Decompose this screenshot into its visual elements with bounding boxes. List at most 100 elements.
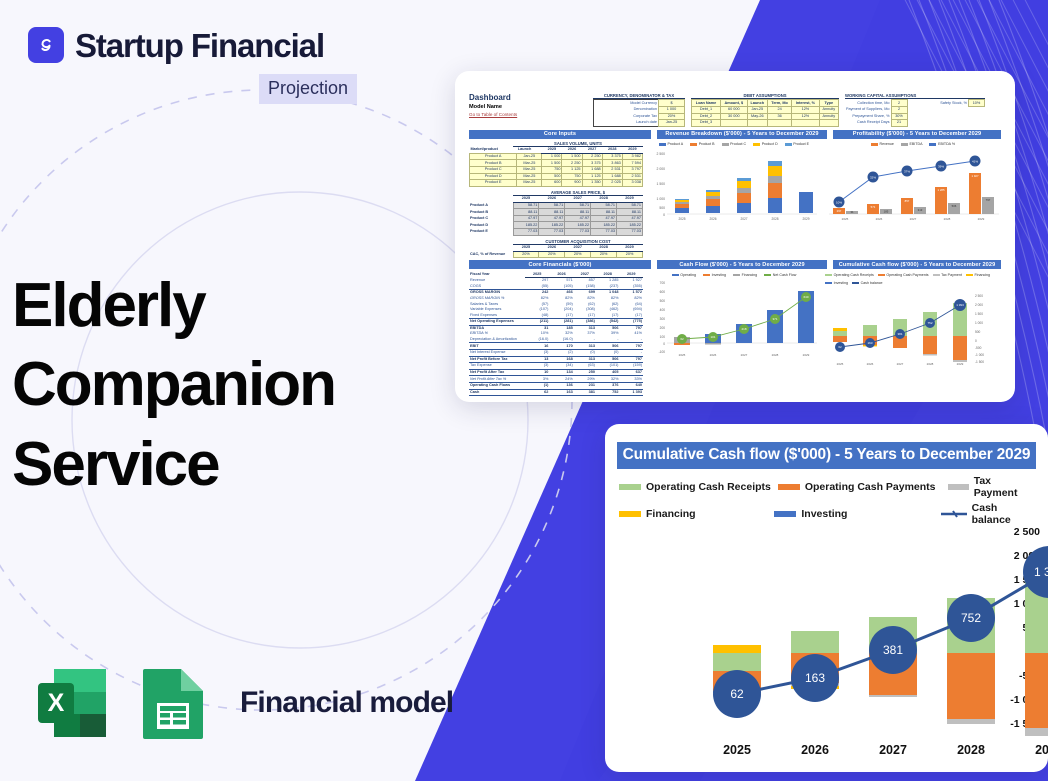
wc-value[interactable]: 2 (890, 99, 908, 107)
working-capital-box: WORKING CAPITAL ASSUMPTIONS Collection t… (845, 93, 985, 127)
debt-assumptions-box: DEBT ASSUMPTIONS Loan Name Amount, $ Lau… (691, 93, 840, 127)
debt-interest[interactable]: 12% (791, 106, 820, 114)
svg-text:2027: 2027 (910, 217, 917, 221)
wc-value[interactable]: 30% (890, 112, 908, 121)
legend-label: Cash balance (971, 502, 1011, 526)
svg-text:300: 300 (660, 317, 666, 321)
sv-launch[interactable]: Jan-25 (516, 152, 543, 161)
sv-launch[interactable]: Mar-25 (516, 179, 543, 187)
sv-val[interactable]: 2 531 (601, 165, 623, 174)
sv-val[interactable]: 2 025 (601, 179, 623, 187)
debt-amount[interactable]: 30 000 (719, 112, 748, 121)
svg-text:2028: 2028 (944, 217, 951, 221)
cf-year: 2026 (549, 271, 574, 278)
wc-value-2[interactable]: 10% (968, 99, 985, 107)
cac-val[interactable]: 20% (564, 250, 592, 259)
cac-val[interactable]: 20% (512, 250, 540, 259)
cf-val: 857 (588, 278, 595, 283)
page-title-line-3: Service (12, 429, 221, 499)
debt-term[interactable] (766, 119, 793, 127)
sv-val[interactable]: 1 000 (541, 152, 563, 161)
cf-val: - (617, 337, 619, 342)
currency-row-value[interactable]: $ (658, 99, 685, 107)
cf-val: 10 (525, 368, 550, 377)
revenue-breakdown-title: Revenue Breakdown ($'000) - 5 Years to D… (657, 129, 827, 139)
sv-val[interactable]: 2 531 (621, 172, 644, 181)
launch-date-value[interactable]: Jan-25 (658, 119, 685, 127)
sv-val[interactable]: 7 594 (621, 159, 644, 167)
cf-val: 506 (595, 355, 620, 364)
sv-year: 2026 (561, 147, 583, 154)
sv-val[interactable]: 1 500 (561, 152, 583, 161)
debt-term[interactable]: 36 (766, 112, 793, 121)
sv-product[interactable]: Product B (468, 159, 518, 167)
svg-text:218: 218 (741, 327, 746, 331)
sv-product[interactable]: Product D (468, 172, 518, 181)
sv-val[interactable]: 900 (561, 179, 583, 187)
debt-launch[interactable]: May-26 (746, 112, 768, 121)
sv-val[interactable]: 3 038 (621, 179, 644, 187)
cf-label: EBITDA % (470, 331, 489, 336)
debt-launch[interactable]: Jan-25 (746, 106, 768, 114)
sv-launch[interactable]: Mar-25 (516, 165, 543, 174)
sv-val[interactable]: 3 982 (621, 152, 644, 161)
sv-val[interactable]: 500 (541, 172, 563, 181)
sv-val[interactable]: 1 350 (581, 179, 603, 187)
table-row: Salaries & Taxes (57) (59) (62) (62) (64) (469, 301, 643, 307)
sv-launch[interactable]: Mar-25 (516, 159, 543, 167)
cf-val: (17) (611, 312, 619, 317)
sv-val[interactable]: 1 125 (561, 165, 583, 174)
debt-term[interactable]: 24 (766, 106, 793, 114)
sv-launch[interactable]: Mar-25 (516, 172, 543, 181)
sv-product[interactable]: Product A (468, 152, 518, 161)
sv-val[interactable]: 1 500 (541, 159, 563, 167)
cac-val[interactable]: 20% (538, 250, 566, 259)
debt-launch[interactable] (746, 119, 768, 127)
x-label-2026: 2026 (801, 743, 829, 757)
tax-value[interactable]: 20% (658, 112, 685, 121)
toc-link[interactable]: Go to Table of Contents (469, 112, 518, 117)
wc-value[interactable]: 21 (890, 119, 908, 127)
svg-text:1 393: 1 393 (956, 303, 964, 307)
sv-val[interactable]: 750 (541, 165, 563, 174)
debt-amount[interactable] (719, 119, 748, 127)
sv-val[interactable]: 3 797 (621, 165, 644, 174)
cac-val[interactable]: 20% (616, 250, 643, 259)
svg-text:-1 000: -1 000 (975, 353, 984, 357)
svg-text:100: 100 (660, 335, 666, 339)
sv-product[interactable]: Product C (468, 165, 518, 174)
sv-year: 2028 (602, 147, 623, 154)
sv-val[interactable]: 2 250 (561, 159, 583, 167)
debt-interest[interactable] (791, 119, 820, 127)
legend-label: Operating Cash Receipts (646, 481, 771, 493)
debt-interest[interactable]: 12% (791, 112, 820, 121)
legend-label: Investing (711, 272, 726, 277)
sv-val[interactable]: 2 250 (581, 152, 603, 161)
sv-val[interactable]: 1 125 (581, 172, 603, 181)
sv-product[interactable]: Product E (468, 179, 518, 187)
wc-value[interactable]: 2 (890, 106, 908, 114)
debt-type[interactable] (818, 119, 840, 127)
debt-name[interactable]: Debt_2 (691, 112, 721, 121)
sv-val[interactable]: 3 863 (601, 159, 623, 167)
sv-val[interactable]: 3 375 (601, 152, 623, 161)
revenue-breakdown-plot: 2 500 2 000 1 500 1 000 500 0 2025 2026 2027 20… (657, 152, 817, 221)
cf-val: (1) (525, 381, 550, 390)
ap-year: 2025 (513, 196, 539, 203)
debt-type[interactable]: Annuity (818, 112, 840, 121)
sv-val[interactable]: 1 688 (581, 165, 603, 174)
denomination-value[interactable]: 1 000 (658, 106, 685, 114)
svg-text:2026: 2026 (867, 362, 874, 366)
sv-val[interactable]: 1 688 (601, 172, 623, 181)
debt-col-4: Interest, % (791, 99, 820, 107)
debt-type[interactable]: Annuity (818, 106, 840, 114)
svg-text:571: 571 (871, 205, 876, 209)
sv-val[interactable]: 3 375 (581, 159, 603, 167)
debt-name[interactable]: Debt_1 (691, 106, 721, 114)
wc-label: Prepayment Share, % (852, 113, 890, 118)
sv-val[interactable]: 600 (541, 179, 563, 187)
debt-name[interactable]: Debt_3 (691, 119, 721, 127)
debt-amount[interactable]: 60 000 (719, 106, 748, 114)
sv-val[interactable]: 750 (561, 172, 583, 181)
cac-val[interactable]: 20% (590, 250, 618, 259)
